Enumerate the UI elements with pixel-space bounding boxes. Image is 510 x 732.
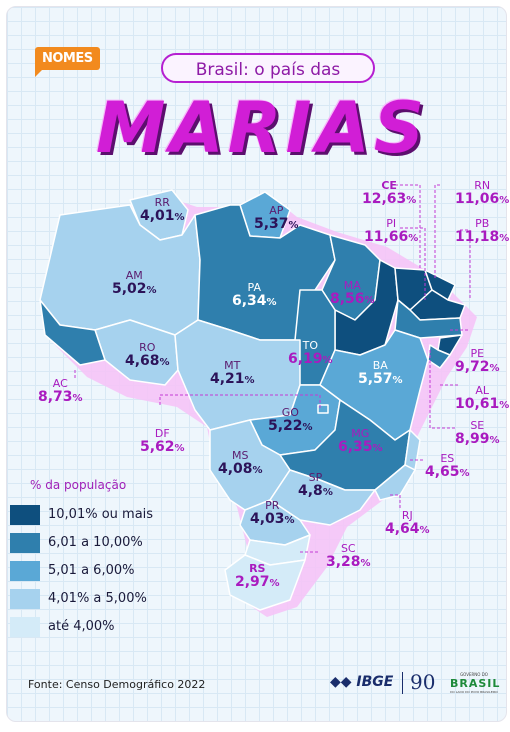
state-label-sp: SP 4,8% — [298, 471, 333, 500]
state-label-mt: MT 4,21% — [210, 359, 255, 388]
state-label-rn: RN 11,06% — [455, 179, 510, 208]
ibge-icon: ◆◆ — [330, 674, 352, 690]
state-label-se: SE 8,99% — [455, 419, 500, 448]
state-label-pr: PR 4,03% — [250, 499, 295, 528]
state-label-es: ES 4,65% — [425, 452, 470, 481]
state-label-ce: CE 12,63% — [362, 179, 417, 208]
anniversary-logo: 90 — [410, 670, 436, 694]
gov-logo: GOVERNO DO BRASIL DO LADO DO POVO BRASIL… — [450, 672, 501, 694]
legend-item: 5,01 a 6,00% — [10, 561, 180, 581]
state-shape-rj — [374, 464, 416, 501]
state-label-ap: AP 5,37% — [254, 204, 299, 233]
source-note: Fonte: Censo Demográfico 2022 — [28, 678, 206, 691]
legend-title: % da população — [30, 478, 127, 492]
state-label-mg: MG 6,35% — [338, 427, 383, 456]
state-label-pi: PI 11,66% — [364, 217, 419, 246]
legend-swatch — [10, 505, 40, 525]
legend-item: 10,01% ou mais — [10, 505, 180, 525]
state-label-rr: RR 4,01% — [140, 196, 185, 225]
legend-swatch — [10, 561, 40, 581]
state-label-pb: PB 11,18% — [455, 217, 510, 246]
state-label-ma: MA 8,56% — [330, 279, 375, 308]
state-label-pe: PE 9,72% — [455, 347, 500, 376]
legend-label: 5,01 a 6,00% — [48, 563, 135, 578]
state-shape-ac — [39, 299, 106, 366]
state-shape-rs — [224, 554, 306, 611]
state-label-go: GO 5,22% — [268, 406, 313, 435]
state-label-am: AM 5,02% — [112, 269, 157, 298]
state-label-sc: SC 3,28% — [326, 542, 371, 571]
gov-logo-main: BRASIL — [450, 677, 501, 690]
legend-item: 4,01% a 5,00% — [10, 589, 180, 609]
state-label-pa: PA 6,34% — [232, 281, 277, 310]
legend-swatch — [10, 533, 40, 553]
ibge-logo-text: IBGE — [356, 674, 394, 690]
ibge-logo: ◆◆ IBGE — [330, 674, 393, 690]
state-label-ro: RO 4,68% — [125, 341, 170, 370]
page-title: MARIAS — [95, 87, 429, 169]
legend-label: 4,01% a 5,00% — [48, 591, 147, 606]
state-label-ac: AC 8,73% — [38, 377, 83, 406]
legend-item: 6,01 a 10,00% — [10, 533, 180, 553]
state-label-ms: MS 4,08% — [218, 449, 263, 478]
legend-label: até 4,00% — [48, 619, 115, 634]
legend-item: até 4,00% — [10, 617, 180, 637]
footer-divider — [402, 672, 403, 694]
state-label-ba: BA 5,57% — [358, 359, 403, 388]
gov-logo-top: GOVERNO DO — [460, 672, 488, 677]
state-label-df: DF 5,62% — [140, 427, 185, 456]
state-label-to: TO 6,19% — [288, 339, 333, 368]
state-shape-se — [427, 344, 451, 369]
nomes-badge: NOMES — [35, 47, 100, 77]
state-label-rj: RJ 4,64% — [385, 509, 430, 538]
gov-logo-bottom: DO LADO DO POVO BRASILEIRO — [450, 690, 498, 694]
state-label-al: AL 10,61% — [455, 384, 510, 413]
legend-swatch — [10, 589, 40, 609]
state-label-rs: RS 2,97% — [235, 562, 280, 591]
legend-swatch — [10, 617, 40, 637]
subtitle-pill: Brasil: o país das — [161, 53, 375, 83]
legend-label: 10,01% ou mais — [48, 507, 154, 522]
state-shape-ro — [94, 319, 179, 386]
legend-label: 6,01 a 10,00% — [48, 535, 143, 550]
